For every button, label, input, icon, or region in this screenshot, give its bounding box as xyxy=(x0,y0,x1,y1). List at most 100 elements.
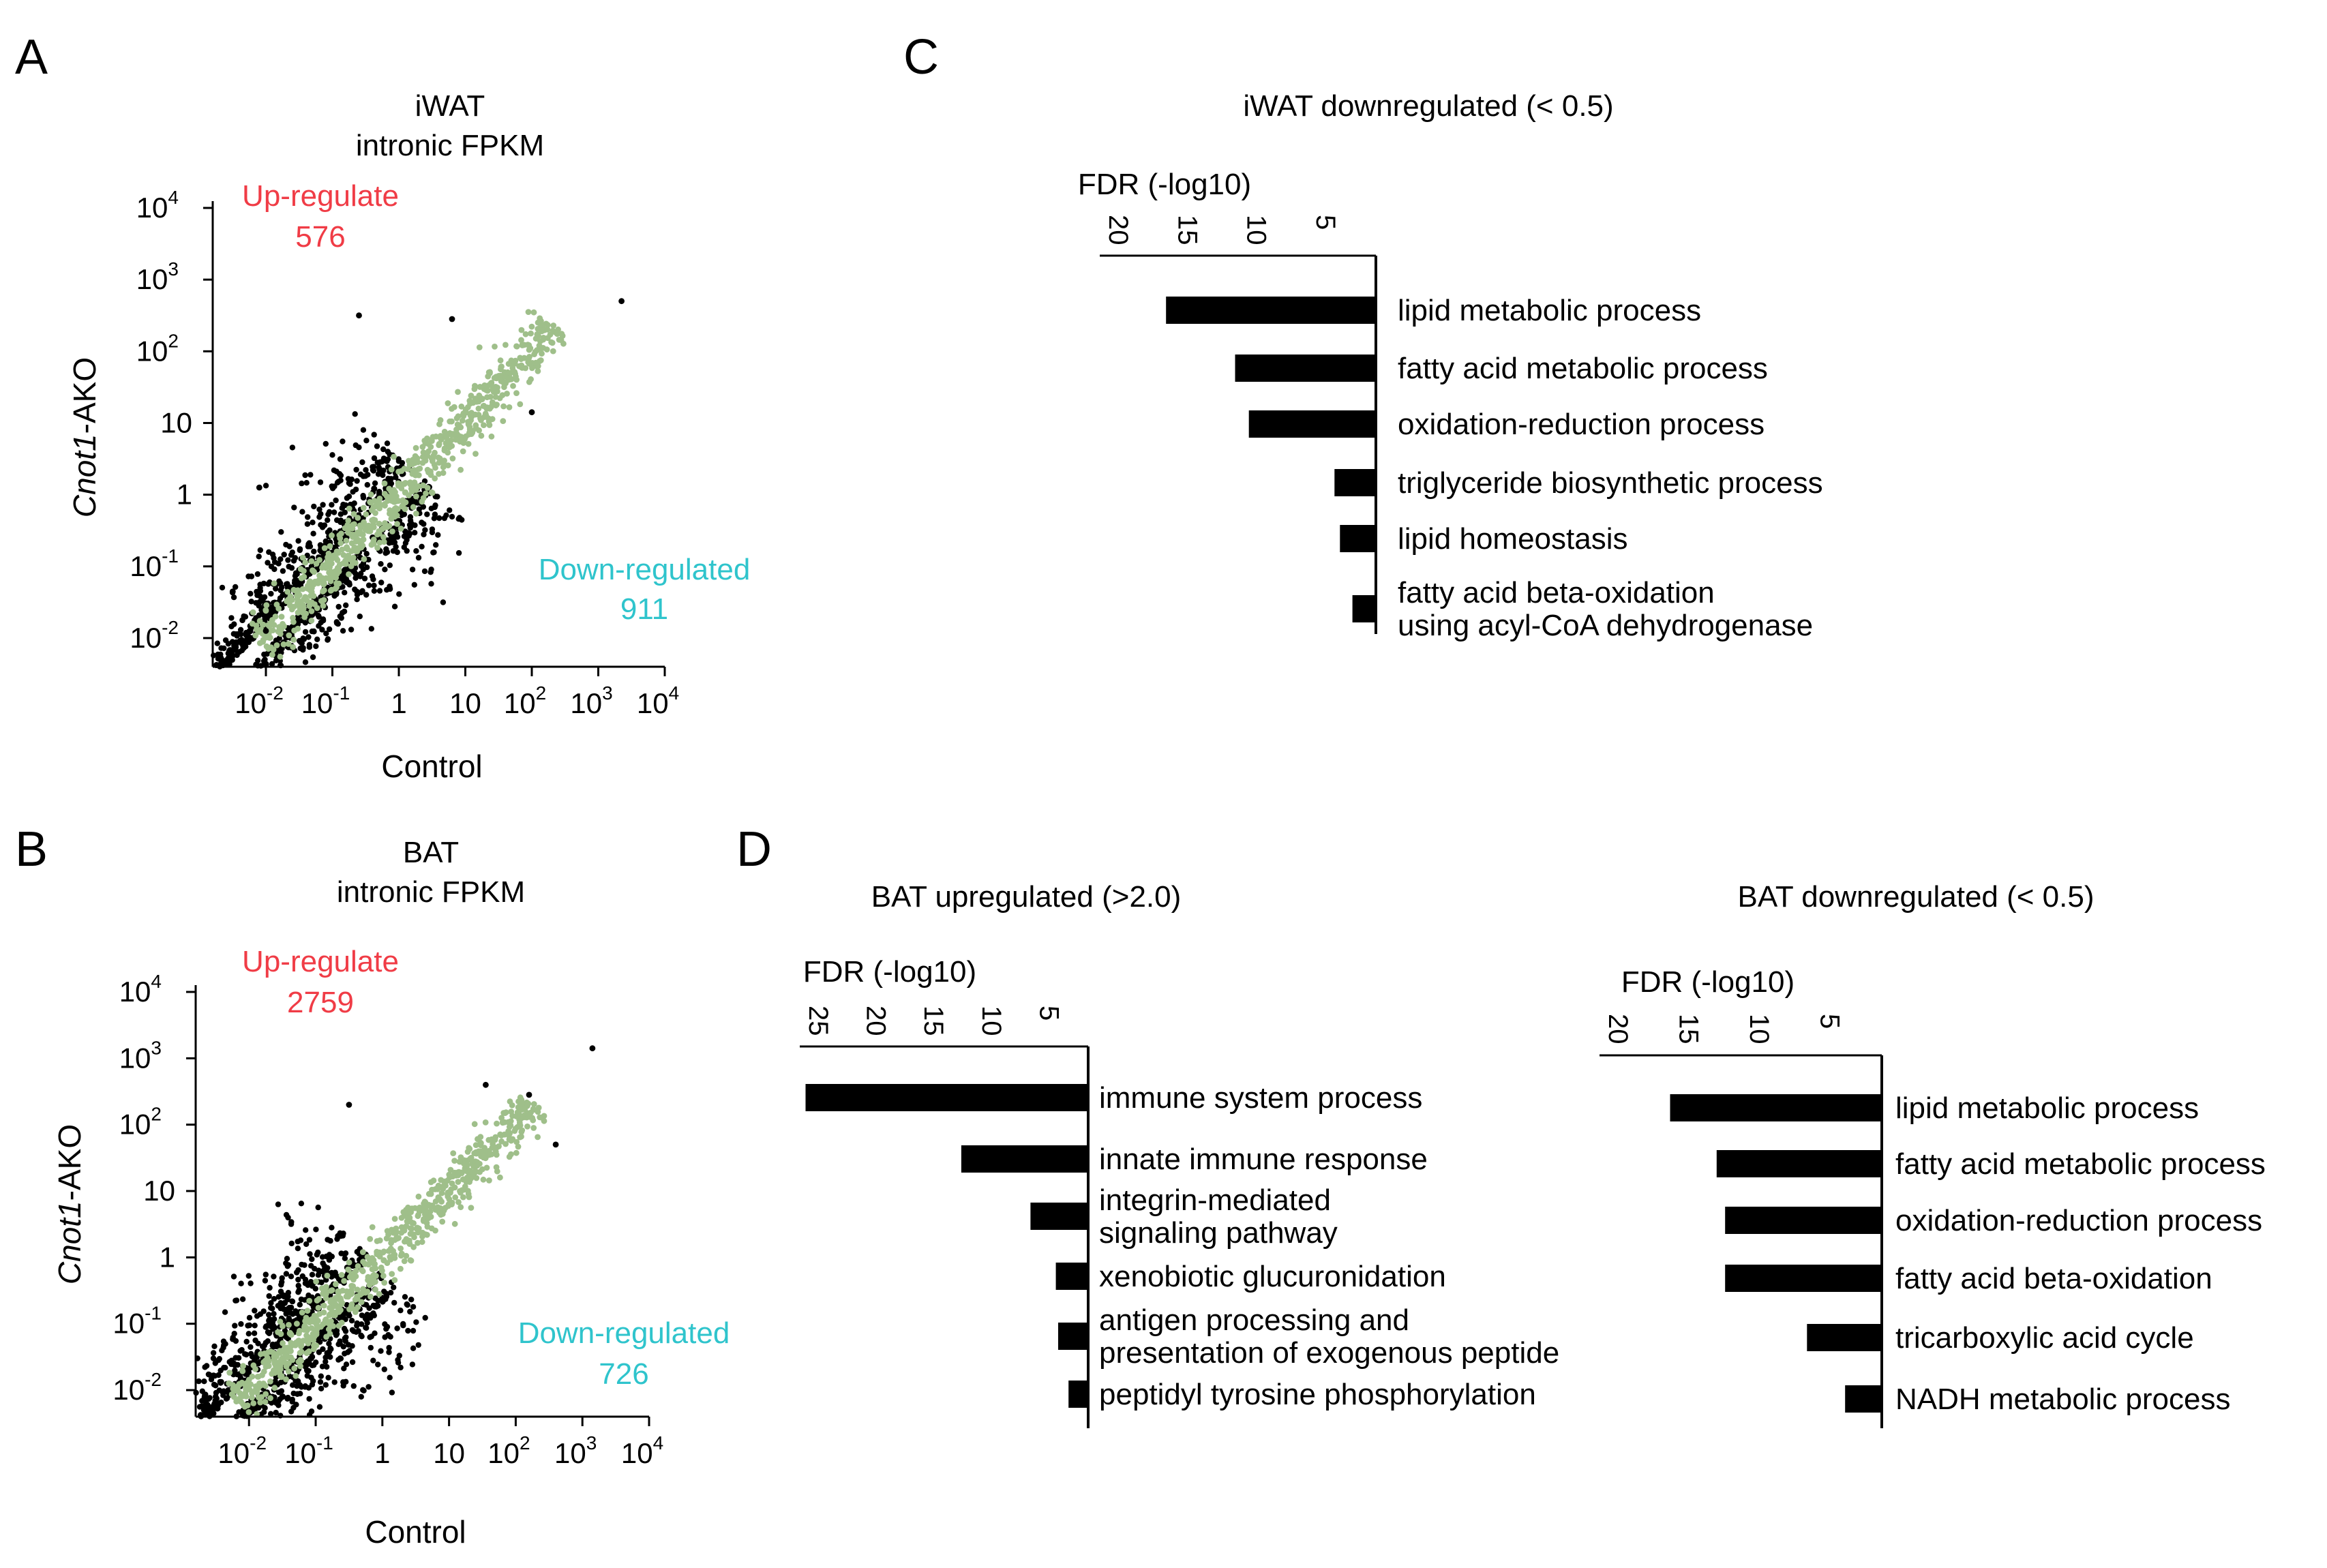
unchanged-point xyxy=(350,1283,357,1290)
unchanged-point xyxy=(246,1386,253,1393)
y-tick-label: 103 xyxy=(136,258,179,295)
unchanged-point xyxy=(472,1162,479,1169)
unchanged-point xyxy=(403,1252,410,1259)
unchanged-point xyxy=(397,526,404,532)
unchanged-point xyxy=(505,1132,512,1139)
changed-point xyxy=(210,1355,217,1361)
unchanged-point xyxy=(467,1156,474,1162)
y-tick-label: 103 xyxy=(119,1037,162,1074)
changed-point xyxy=(352,586,358,592)
changed-point xyxy=(318,1385,325,1392)
unchanged-point xyxy=(297,1350,303,1356)
changed-point xyxy=(365,582,372,588)
changed-point xyxy=(319,524,326,530)
unchanged-point xyxy=(481,422,487,428)
unchanged-point xyxy=(382,520,388,526)
changed-point xyxy=(278,1282,284,1288)
unchanged-point xyxy=(451,1158,457,1164)
unchanged-point xyxy=(286,599,292,605)
changed-point xyxy=(212,1360,218,1366)
changed-point xyxy=(348,627,355,633)
unchanged-point xyxy=(532,359,539,366)
unchanged-point xyxy=(299,1309,305,1316)
changed-point xyxy=(318,1279,325,1286)
changed-point xyxy=(406,522,413,528)
unchanged-point xyxy=(361,519,367,526)
changed-point xyxy=(256,554,262,560)
changed-point xyxy=(364,1320,370,1326)
changed-point xyxy=(410,1345,417,1351)
unchanged-point xyxy=(237,1389,243,1396)
changed-point xyxy=(280,568,286,574)
unchanged-point xyxy=(494,1120,500,1127)
scatter-panel-a: iWAT intronic FPKM Up-regulate 576 Down-regu… xyxy=(67,89,750,784)
changed-point xyxy=(378,1348,384,1354)
outlier-point xyxy=(346,1102,352,1108)
changed-point xyxy=(307,472,314,478)
changed-point xyxy=(337,1338,343,1344)
unchanged-point xyxy=(423,1210,430,1217)
unchanged-point xyxy=(525,1113,532,1119)
unchanged-point xyxy=(519,1100,525,1107)
changed-point xyxy=(196,1404,203,1410)
changed-point xyxy=(395,458,402,464)
up-label: Up-regulate xyxy=(242,945,399,978)
changed-point xyxy=(360,492,366,499)
chart-title: iWAT downregulated (< 0.5) xyxy=(1243,89,1613,123)
changed-point xyxy=(325,511,331,517)
unchanged-point xyxy=(286,632,292,639)
unchanged-point xyxy=(320,1309,327,1316)
changed-point xyxy=(251,1330,258,1336)
unchanged-point xyxy=(455,1179,462,1185)
unchanged-point xyxy=(485,1151,492,1158)
changed-point xyxy=(320,502,326,508)
changed-point xyxy=(292,1308,299,1314)
changed-point xyxy=(432,502,438,509)
unchanged-point xyxy=(391,1252,397,1258)
changed-point xyxy=(288,1273,295,1280)
changed-point xyxy=(352,411,358,417)
changed-point xyxy=(394,1325,400,1331)
changed-point xyxy=(307,1251,313,1257)
unchanged-point xyxy=(477,384,483,390)
unchanged-point xyxy=(263,602,270,608)
bar xyxy=(1725,1207,1882,1234)
unchanged-point xyxy=(308,608,315,614)
unchanged-point xyxy=(260,1368,267,1375)
changed-point xyxy=(346,582,352,588)
unchanged-point xyxy=(311,1342,317,1348)
unchanged-point xyxy=(506,1154,513,1160)
changed-point xyxy=(421,531,427,538)
changed-point xyxy=(222,1365,228,1371)
changed-point xyxy=(386,540,393,546)
x-tick-label: 102 xyxy=(504,682,546,719)
changed-point xyxy=(405,530,411,536)
unchanged-point xyxy=(400,1209,407,1216)
unchanged-point xyxy=(340,1287,346,1294)
unchanged-point xyxy=(430,453,437,459)
up-count: 2759 xyxy=(287,986,354,1019)
x-tick-label: 10-2 xyxy=(217,1432,267,1469)
unchanged-point xyxy=(517,401,524,408)
changed-point xyxy=(295,1276,301,1283)
changed-point xyxy=(211,1373,218,1379)
changed-point xyxy=(407,1308,413,1315)
changed-point xyxy=(447,507,453,513)
changed-point xyxy=(402,540,409,546)
unchanged-point xyxy=(440,1183,447,1190)
unchanged-point xyxy=(253,627,260,633)
unchanged-point xyxy=(460,448,466,455)
unchanged-point xyxy=(487,369,493,376)
changed-point xyxy=(237,1348,243,1354)
unchanged-point xyxy=(424,485,431,491)
changed-point xyxy=(222,1389,228,1395)
unchanged-point xyxy=(508,1137,515,1144)
category-label: lipid homeostasis xyxy=(1398,522,1628,556)
changed-point xyxy=(455,549,462,556)
unchanged-point xyxy=(456,1158,463,1165)
y-tick-label: 10-1 xyxy=(112,1303,162,1340)
x-tick-label: 15 xyxy=(1172,215,1202,245)
changed-point xyxy=(366,1305,372,1312)
unchanged-point xyxy=(369,1255,376,1261)
category-label: lipid metabolic process xyxy=(1398,294,1701,327)
